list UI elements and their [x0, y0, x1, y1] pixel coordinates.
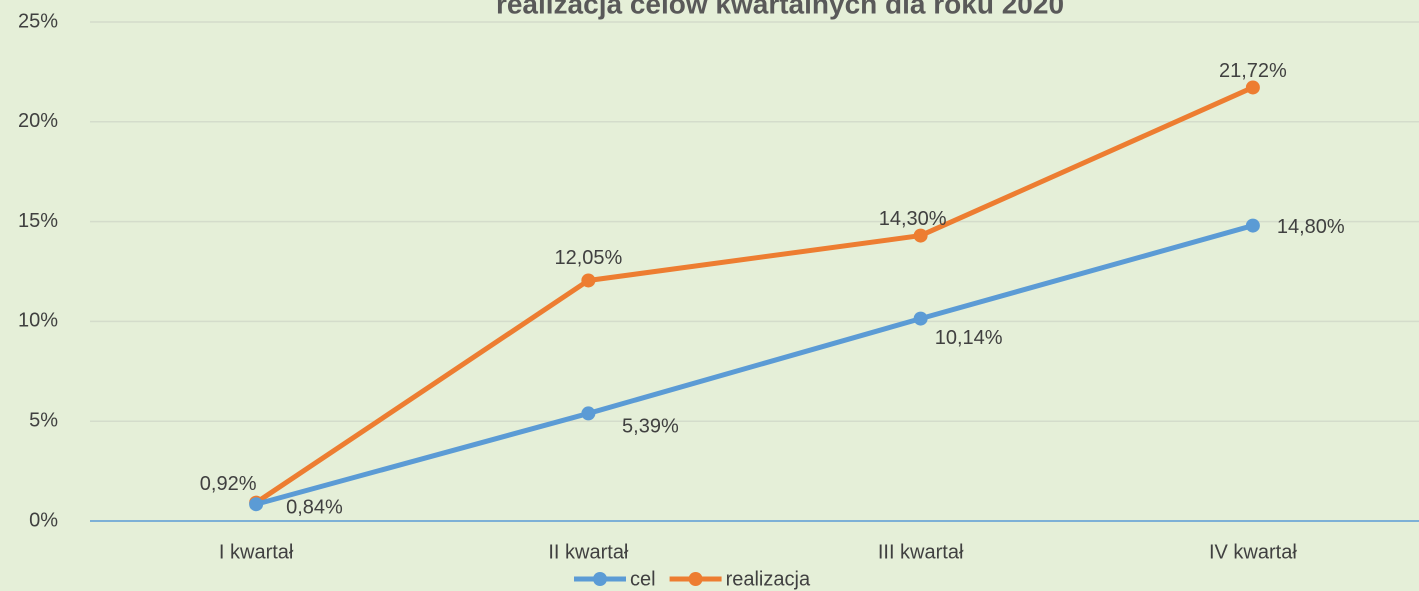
- legend-label: cel: [630, 568, 656, 590]
- legend-marker: [593, 572, 607, 586]
- data-label: 10,14%: [935, 327, 1003, 349]
- data-label: 12,05%: [554, 247, 622, 269]
- data-label: 14,80%: [1277, 216, 1345, 238]
- point: [913, 311, 928, 326]
- data-label: 0,92%: [200, 473, 257, 495]
- chart-title: realizacja celów kwartalnych dla roku 20…: [496, 0, 1064, 19]
- data-label: 0,84%: [286, 497, 343, 519]
- point: [913, 228, 928, 243]
- legend-label: realizacja: [726, 568, 811, 590]
- y-tick-label: 0%: [29, 509, 58, 531]
- y-tick-label: 20%: [18, 110, 58, 132]
- point: [581, 273, 596, 288]
- data-label: 21,72%: [1219, 60, 1287, 82]
- data-label: 5,39%: [622, 416, 679, 438]
- x-tick-label: I kwartał: [219, 541, 294, 563]
- y-tick-label: 10%: [18, 310, 58, 332]
- x-tick-label: III kwartał: [878, 541, 964, 563]
- point: [249, 497, 264, 512]
- data-label: 14,30%: [879, 208, 947, 230]
- series-line: [254, 85, 1254, 505]
- y-tick-label: 15%: [18, 210, 58, 232]
- y-tick-label: 25%: [18, 10, 58, 32]
- legend-marker: [688, 572, 703, 586]
- series-line: [255, 223, 1254, 507]
- point: [1245, 80, 1260, 95]
- point: [581, 406, 596, 421]
- x-tick-label: II kwartał: [548, 541, 629, 563]
- y-tick-label: 5%: [29, 409, 58, 431]
- x-tick-label: IV kwartał: [1209, 541, 1297, 563]
- point: [1245, 218, 1260, 233]
